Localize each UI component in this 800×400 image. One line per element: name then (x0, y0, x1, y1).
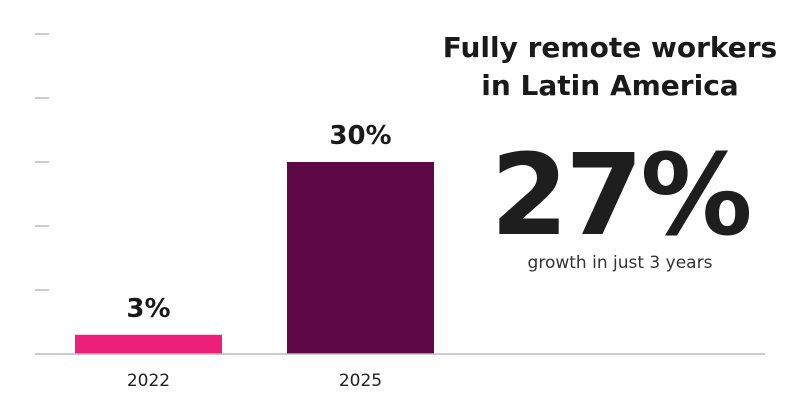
data-labels: 3% 30% (126, 121, 391, 324)
y-axis-ticks (35, 33, 49, 291)
bar-2022 (75, 334, 222, 354)
x-axis-labels: 2022 2025 (127, 371, 382, 391)
x-tick-label-2025: 2025 (339, 371, 382, 391)
growth-stat-value: 27% (490, 131, 752, 261)
chart-title-line-1: Fully remote workers (442, 31, 778, 64)
x-tick-label-2022: 2022 (127, 371, 170, 391)
data-label-2022: 3% (126, 294, 170, 324)
data-label-2025: 30% (329, 121, 391, 151)
bars (75, 162, 434, 354)
growth-stat-caption: growth in just 3 years (527, 253, 713, 273)
bar-2025 (287, 162, 434, 354)
chart-title-line-2: in Latin America (481, 69, 739, 102)
